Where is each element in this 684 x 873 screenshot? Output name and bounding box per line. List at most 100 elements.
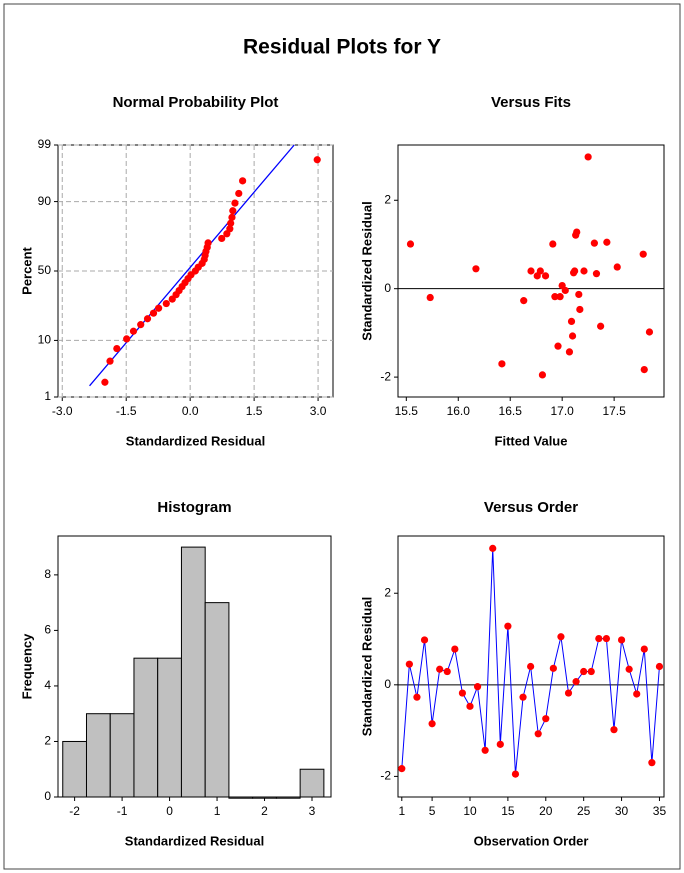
x-tick-label: 17.0 [550,404,574,418]
bar [252,796,277,799]
point [613,263,621,271]
point [564,689,573,697]
point [603,238,611,246]
point [143,315,152,323]
point [549,240,557,248]
x-tick-label: 16.5 [499,404,523,418]
point [557,633,565,641]
point [226,225,234,233]
point [113,344,121,353]
point [228,213,236,221]
bar [228,796,254,799]
point [541,272,550,280]
point [520,297,528,305]
point [538,371,547,379]
point [436,665,444,673]
point [549,664,557,672]
x-tick-label: 1 [398,804,405,818]
point [534,730,542,738]
point [567,317,576,325]
point [481,746,489,754]
point [426,293,434,302]
point [473,683,482,691]
point [227,219,235,227]
point [561,286,569,295]
point [640,645,648,653]
x-tick-label: 15.5 [395,404,419,418]
panel: Histogram Standardized Residual Frequency -… [19,499,332,848]
point [155,304,163,312]
point [106,357,114,365]
y-axis-label: Standardized Residual [359,201,374,340]
panel: Versus Fits Fitted Value Standardized Resi… [359,94,665,448]
point [595,634,603,643]
point [413,693,421,701]
point [587,667,595,676]
point [101,378,109,386]
panel-title: Versus Order [484,499,578,516]
panel-title: Histogram [157,499,231,516]
x-tick-label: -3.0 [52,404,73,418]
y-tick-label: 1 [44,389,51,403]
x-axis-label: Standardized Residual [125,833,264,848]
point [571,267,579,275]
point [592,270,601,278]
point [568,332,577,340]
point [406,240,415,248]
y-axis-label: Percent [19,246,34,294]
x-tick-label: 10 [463,804,477,818]
point [648,759,656,767]
point [556,293,564,301]
point [584,153,592,161]
plot-area [397,144,665,398]
point [597,322,605,330]
point [590,239,598,247]
point [576,305,584,314]
point [149,309,158,317]
bar [299,768,325,798]
point [458,689,467,697]
point [204,239,212,247]
y-tick-label: 2 [384,585,391,599]
y-tick-label: 10 [38,333,52,347]
point [231,199,239,207]
point [405,660,413,668]
point [572,678,580,686]
x-tick-label: 20 [539,804,553,818]
x-tick-label: 2 [261,804,268,818]
x-tick-label: -1.5 [116,404,137,418]
point [511,770,520,778]
panel-title: Normal Probability Plot [113,94,279,111]
bar [133,657,159,798]
y-tick-label: -2 [380,769,391,783]
point [235,189,243,198]
point [655,662,664,671]
point [137,321,145,329]
x-tick-label: 5 [429,804,436,818]
y-tick-label: 50 [38,263,52,277]
point [498,360,506,368]
y-tick-label: 90 [38,194,52,208]
point [162,299,170,308]
bar [109,713,135,798]
point [602,634,611,643]
y-tick-label: 2 [44,734,51,748]
y-tick-label: 0 [384,281,391,295]
x-tick-label: 30 [615,804,629,818]
point [466,702,474,710]
point [504,622,512,630]
point [573,228,581,236]
point [313,156,321,164]
point [551,293,559,301]
bar [157,657,182,798]
y-tick-label: 2 [384,192,391,206]
y-tick-label: 0 [44,789,51,803]
point [239,177,247,185]
point [496,740,504,748]
y-tick-label: 4 [44,678,51,692]
y-tick-label: 6 [44,623,51,637]
point [451,645,459,653]
point [519,693,527,701]
bar [275,796,301,799]
x-tick-label: 1.5 [246,404,263,418]
